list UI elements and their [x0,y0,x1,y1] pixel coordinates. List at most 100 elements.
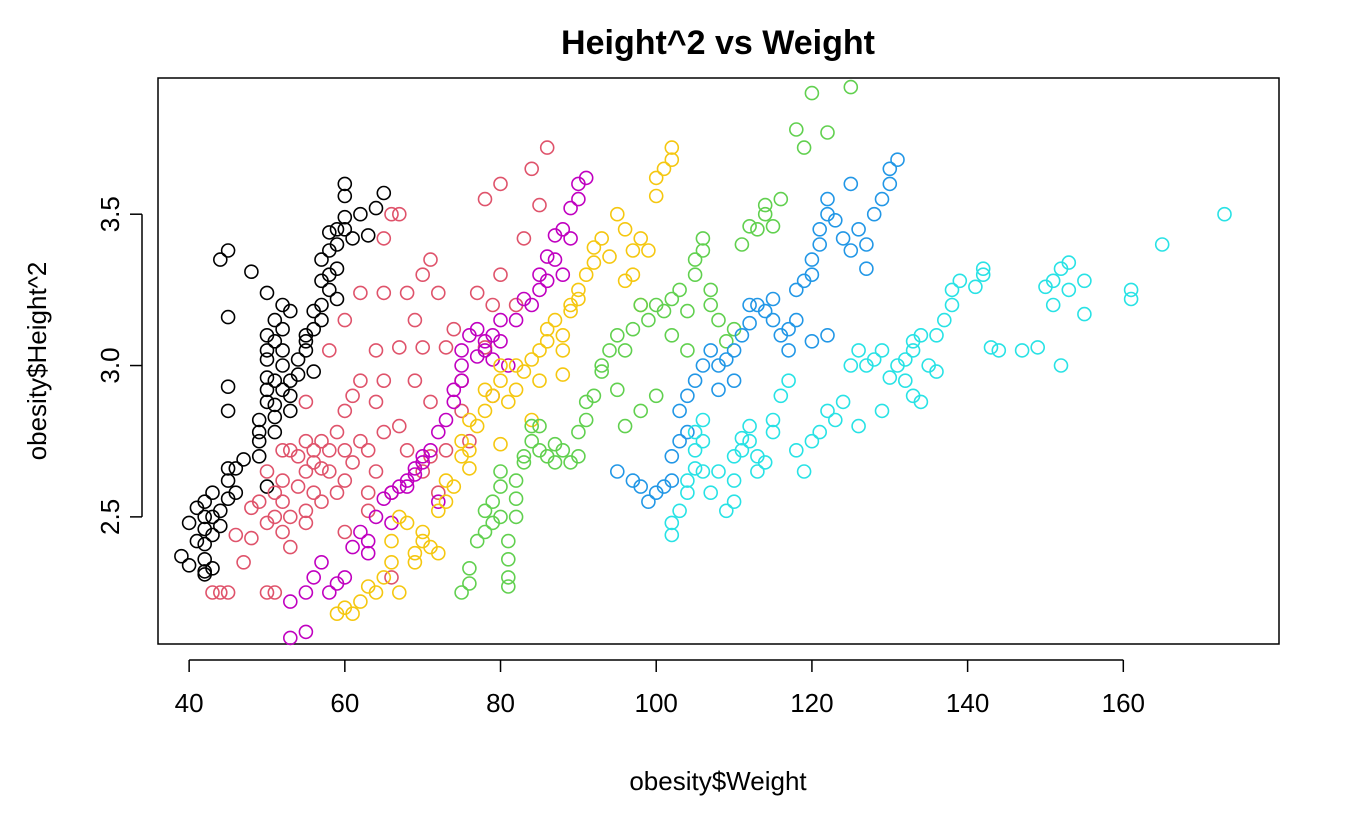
data-point [376,185,392,201]
data-point [360,545,376,561]
data-point [633,403,649,419]
data-point [345,388,360,404]
data-point [462,560,477,576]
data-point [804,333,820,349]
data-point [633,231,649,246]
x-tick-label: 120 [790,688,833,718]
data-point [617,343,633,358]
data-point [843,243,859,258]
data-point [407,545,423,561]
data-point [641,312,656,328]
data-point [259,585,275,600]
data-point [765,412,781,428]
data-point [664,473,680,488]
data-point [508,312,524,328]
data-point [866,352,882,367]
data-point [859,261,874,277]
data-point [835,231,851,246]
data-point [703,282,719,298]
data-point [259,352,275,367]
data-point [547,312,563,328]
data-point [983,340,999,355]
data-point [368,464,384,479]
data-point [586,255,602,270]
data-point [975,267,991,283]
data-point [726,343,742,358]
data-point [578,267,594,283]
data-point [298,464,314,479]
data-point [664,515,680,531]
data-point [337,176,353,192]
chart-title: Height^2 vs Weight [561,24,875,62]
data-point [742,297,757,313]
data-point [430,285,446,301]
x-tick-label: 80 [486,688,515,718]
data-point [820,403,835,419]
data-point [197,564,212,579]
data-point [1077,306,1092,322]
data-point [781,373,796,389]
data-point [368,509,384,525]
data-point [391,206,407,222]
data-point [812,424,828,440]
data-point [399,515,415,531]
data-point [477,524,493,540]
data-point [321,585,337,600]
data-point [174,548,189,564]
data-point [508,509,524,525]
data-point [337,403,353,419]
data-point [1217,206,1232,222]
data-point [672,282,687,298]
data-point [571,291,586,307]
data-point [306,321,322,337]
data-point [430,494,446,510]
x-axis: 40 60 80 100 120 140 160 [175,659,1145,718]
data-point [469,418,485,434]
data-point [454,585,469,600]
data-point [267,509,283,525]
data-point [469,349,485,364]
data-point [609,464,625,479]
data-point [859,237,874,252]
data-point [734,430,750,446]
data-point [524,297,540,313]
data-point [353,594,368,609]
data-point [695,433,711,449]
data-point [493,373,508,389]
data-point [500,533,516,549]
plot-frame [157,77,1280,645]
data-point [329,485,345,501]
data-point [695,231,711,246]
data-point [267,485,283,501]
series-group [205,140,555,600]
data-point [477,191,493,207]
data-point [282,373,298,389]
data-point [251,433,267,449]
data-point [353,524,368,540]
data-point [602,343,617,358]
data-point [314,252,329,267]
data-point [508,473,524,488]
data-point [251,494,267,510]
data-point [298,343,314,358]
data-point [368,200,384,216]
data-point [843,176,859,192]
data-point [711,312,726,328]
data-point [555,222,571,237]
data-point [213,503,228,519]
data-point [882,161,898,177]
data-point [532,197,547,213]
data-point [524,352,540,367]
series-group [174,176,392,582]
data-point [368,585,384,600]
data-point [337,222,353,237]
data-point [462,442,477,458]
data-point [220,461,236,476]
data-point [532,343,547,358]
data-point [734,442,750,458]
data-point [750,464,765,479]
data-point [353,206,368,222]
data-point [251,448,267,464]
data-point [259,464,275,479]
